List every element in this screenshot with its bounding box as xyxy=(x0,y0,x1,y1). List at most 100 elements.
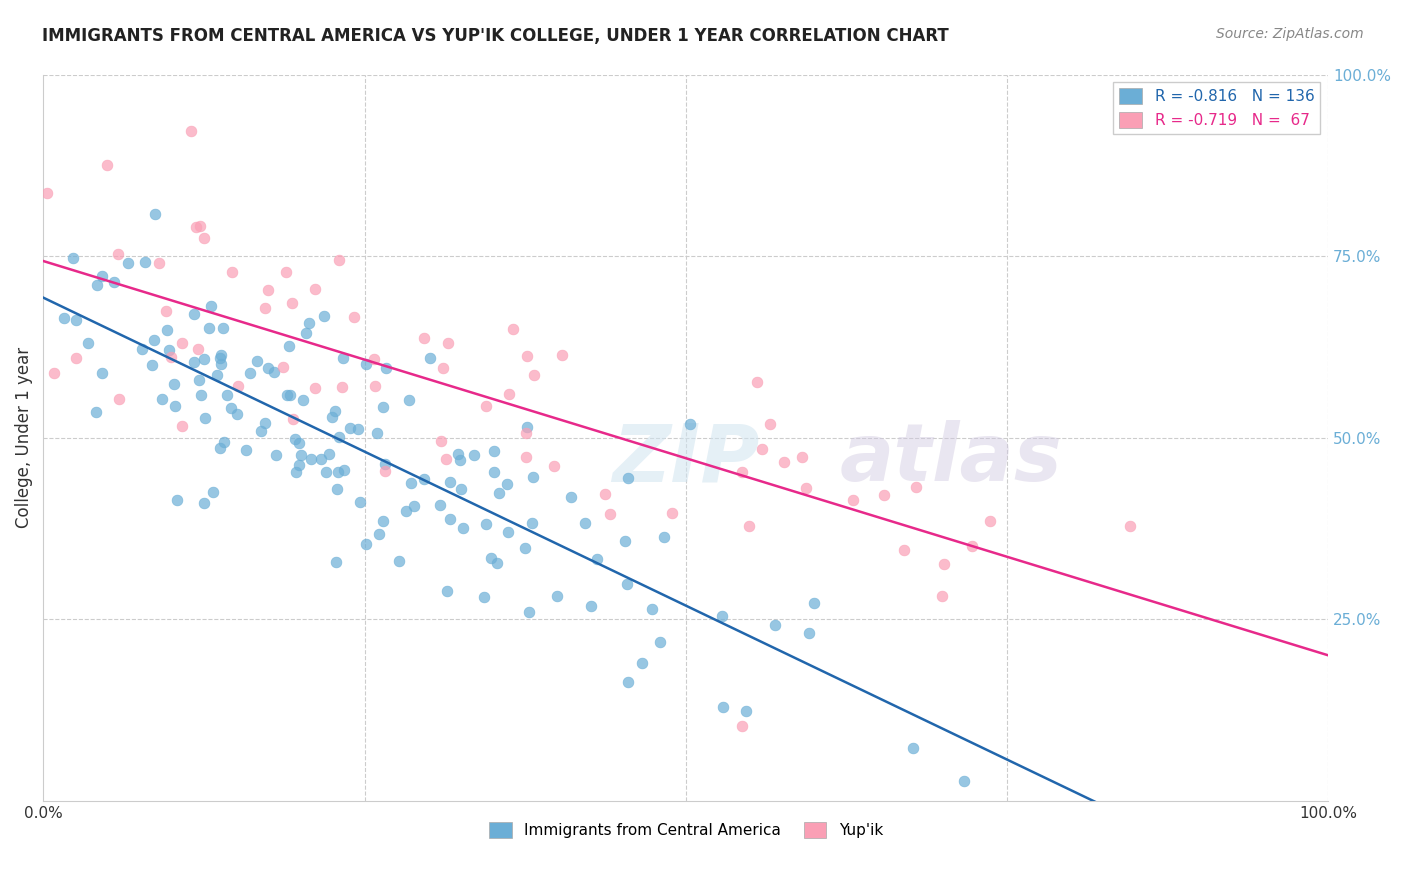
Immigrants from Central America xyxy=(374,457,396,471)
Yup'ik xyxy=(221,265,243,279)
Yup'ik xyxy=(905,480,928,494)
Immigrants from Central America xyxy=(475,516,498,531)
Immigrants from Central America xyxy=(157,343,180,357)
Legend: Immigrants from Central America, Yup'ik: Immigrants from Central America, Yup'ik xyxy=(482,816,889,844)
Yup'ik xyxy=(515,426,537,441)
Yup'ik xyxy=(932,557,955,571)
Yup'ik xyxy=(413,331,436,345)
Immigrants from Central America xyxy=(193,351,215,366)
Immigrants from Central America xyxy=(212,320,235,334)
Immigrants from Central America xyxy=(463,448,485,462)
Immigrants from Central America xyxy=(388,553,411,567)
Immigrants from Central America xyxy=(654,530,676,544)
Yup'ik xyxy=(253,301,276,315)
Immigrants from Central America xyxy=(291,393,314,408)
Immigrants from Central America xyxy=(496,476,519,491)
Immigrants from Central America xyxy=(163,399,186,413)
Immigrants from Central America xyxy=(332,351,354,365)
Immigrants from Central America xyxy=(765,617,787,632)
Immigrants from Central America xyxy=(193,496,215,510)
Yup'ik xyxy=(364,379,387,393)
Immigrants from Central America xyxy=(367,527,389,541)
Immigrants from Central America xyxy=(117,256,139,270)
Immigrants from Central America xyxy=(631,656,654,670)
Immigrants from Central America xyxy=(53,311,76,326)
Immigrants from Central America xyxy=(318,447,340,461)
Immigrants from Central America xyxy=(412,472,434,486)
Immigrants from Central America xyxy=(309,452,332,467)
Immigrants from Central America xyxy=(326,482,349,496)
Yup'ik xyxy=(328,253,350,268)
Yup'ik xyxy=(931,589,953,603)
Yup'ik xyxy=(107,247,129,261)
Immigrants from Central America xyxy=(239,366,262,380)
Yup'ik xyxy=(437,335,460,350)
Yup'ik xyxy=(790,450,813,464)
Immigrants from Central America xyxy=(398,393,420,408)
Yup'ik xyxy=(523,368,546,382)
Immigrants from Central America xyxy=(486,557,509,571)
Yup'ik xyxy=(35,186,58,200)
Immigrants from Central America xyxy=(347,422,370,436)
Immigrants from Central America xyxy=(617,471,640,485)
Immigrants from Central America xyxy=(103,276,125,290)
Immigrants from Central America xyxy=(496,524,519,539)
Yup'ik xyxy=(516,349,538,363)
Immigrants from Central America xyxy=(574,516,596,531)
Immigrants from Central America xyxy=(150,392,173,407)
Immigrants from Central America xyxy=(711,608,734,623)
Yup'ik xyxy=(873,488,896,502)
Yup'ik xyxy=(962,539,984,553)
Immigrants from Central America xyxy=(328,465,350,479)
Immigrants from Central America xyxy=(208,441,231,455)
Immigrants from Central America xyxy=(200,299,222,313)
Immigrants from Central America xyxy=(616,674,638,689)
Yup'ik xyxy=(1119,519,1142,533)
Immigrants from Central America xyxy=(131,342,153,356)
Immigrants from Central America xyxy=(354,357,377,371)
Yup'ik xyxy=(42,367,65,381)
Immigrants from Central America xyxy=(614,533,637,548)
Immigrants from Central America xyxy=(439,475,461,490)
Yup'ik xyxy=(343,310,366,324)
Text: ZIP: ZIP xyxy=(612,420,759,499)
Yup'ik xyxy=(148,256,170,270)
Immigrants from Central America xyxy=(450,452,472,467)
Yup'ik xyxy=(180,123,202,137)
Immigrants from Central America xyxy=(250,424,273,438)
Yup'ik xyxy=(256,283,278,297)
Immigrants from Central America xyxy=(616,577,638,591)
Yup'ik xyxy=(759,417,782,432)
Text: IMMIGRANTS FROM CENTRAL AMERICA VS YUP'IK COLLEGE, UNDER 1 YEAR CORRELATION CHAR: IMMIGRANTS FROM CENTRAL AMERICA VS YUP'I… xyxy=(42,27,949,45)
Yup'ik xyxy=(429,434,451,448)
Yup'ik xyxy=(188,219,211,233)
Immigrants from Central America xyxy=(451,521,474,535)
Immigrants from Central America xyxy=(799,625,821,640)
Yup'ik xyxy=(432,361,454,376)
Immigrants from Central America xyxy=(482,465,505,479)
Yup'ik xyxy=(330,379,353,393)
Y-axis label: College, Under 1 year: College, Under 1 year xyxy=(15,347,32,528)
Yup'ik xyxy=(773,454,796,468)
Immigrants from Central America xyxy=(205,368,228,382)
Yup'ik xyxy=(184,220,207,235)
Immigrants from Central America xyxy=(520,516,543,530)
Immigrants from Central America xyxy=(439,512,461,526)
Yup'ik xyxy=(107,392,129,406)
Immigrants from Central America xyxy=(285,466,308,480)
Immigrants from Central America xyxy=(953,774,976,789)
Immigrants from Central America xyxy=(76,336,98,351)
Immigrants from Central America xyxy=(142,334,165,348)
Immigrants from Central America xyxy=(356,537,378,551)
Immigrants from Central America xyxy=(194,411,217,425)
Immigrants from Central America xyxy=(86,277,108,292)
Yup'ik xyxy=(979,514,1001,528)
Immigrants from Central America xyxy=(371,514,394,528)
Immigrants from Central America xyxy=(209,348,232,362)
Yup'ik xyxy=(274,265,297,279)
Immigrants from Central America xyxy=(225,407,247,421)
Immigrants from Central America xyxy=(290,448,312,462)
Yup'ik xyxy=(436,451,458,466)
Immigrants from Central America xyxy=(903,741,925,756)
Immigrants from Central America xyxy=(235,443,257,458)
